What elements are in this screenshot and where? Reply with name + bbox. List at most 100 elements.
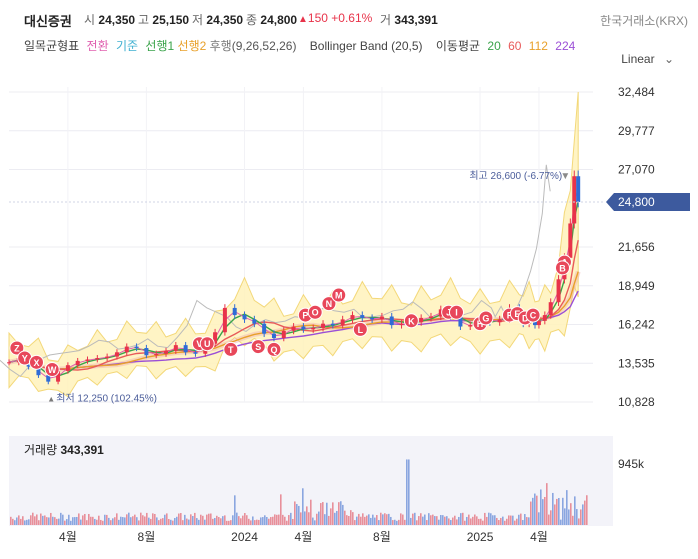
volume-bar: [142, 515, 144, 525]
volume-bar: [492, 515, 494, 525]
volume-bar: [376, 515, 378, 525]
volume-bar: [80, 519, 82, 525]
volume-bar: [180, 513, 182, 525]
ma-label[interactable]: 이동평균: [435, 39, 481, 53]
volume-bar: [26, 519, 28, 525]
candle: [183, 345, 188, 353]
volume-bar: [138, 520, 140, 525]
volume-bar: [210, 513, 212, 525]
candle: [173, 345, 178, 351]
volume-bar: [224, 515, 226, 525]
volume-bar: [90, 516, 92, 525]
volume-bar: [144, 516, 146, 525]
candle: [428, 316, 433, 318]
volume-bar: [124, 517, 126, 525]
volume-bar: [288, 515, 290, 525]
candle: [536, 320, 541, 326]
volume-bar: [244, 513, 246, 525]
marker-label: O: [312, 308, 319, 318]
marker-label: Z: [14, 344, 20, 354]
volume-bar: [282, 514, 284, 525]
volume-bar: [104, 514, 106, 525]
volume-bar: [504, 520, 506, 525]
chevron-down-icon: ⌄: [663, 52, 674, 66]
volume-bar: [538, 512, 540, 525]
volume-bar: [508, 515, 510, 525]
volume-bar: [250, 520, 252, 525]
volume-bar: [470, 518, 472, 525]
x-tick-label: 2024: [231, 530, 258, 544]
candle: [164, 350, 169, 354]
scale-toggle-button[interactable]: Linear ⌄: [621, 52, 674, 66]
volume-bar: [278, 514, 280, 525]
event-marker-k: K: [403, 313, 419, 329]
volume-bar: [14, 520, 16, 525]
kijun-legend: 기준: [115, 39, 139, 53]
volume-bar: [28, 519, 30, 525]
volume-bar: [340, 501, 342, 525]
volume-bar: [178, 513, 180, 525]
price-chart[interactable]: 32,484 29,777 27,070 21,656 18,949 16,242 13,5…: [0, 70, 698, 420]
marker-dot: [9, 340, 25, 356]
candle: [370, 317, 375, 320]
volume-bar: [326, 502, 328, 525]
volume-bar: [530, 501, 532, 525]
volume-bar: [286, 520, 288, 525]
x-tick-label: 8월: [373, 530, 391, 544]
volume-bar: [74, 517, 76, 525]
ichimoku-label[interactable]: 일목균형표: [24, 39, 80, 53]
volume-bar: [472, 516, 474, 525]
volume-bar: [298, 505, 300, 525]
volume-bar: [324, 514, 326, 525]
exchange-name: 한국거래소(KRX): [600, 14, 688, 28]
volume-bar: [34, 516, 36, 525]
event-marker-n: N: [321, 296, 337, 312]
volume-bar: [378, 520, 380, 525]
volume-bar: [570, 503, 572, 525]
candle: [572, 176, 577, 224]
candle: [542, 315, 547, 321]
volume-bar: [130, 517, 132, 525]
volume-bar: [426, 520, 428, 525]
high-annotation: 최고 26,600 (-6.77%): [469, 170, 562, 182]
marker-label: X: [33, 358, 39, 368]
volume-bar: [162, 518, 164, 525]
volume-bar: [92, 516, 94, 525]
volume-bar: [270, 517, 272, 525]
volume-bar: [294, 501, 296, 525]
volume-bar: [192, 516, 194, 525]
volume-bar: [12, 518, 14, 525]
candle: [7, 362, 11, 364]
volume-bar: [494, 515, 496, 525]
bollinger-legend[interactable]: Bollinger Band (20,5): [309, 39, 423, 53]
volume-bar: [248, 518, 250, 525]
marker-dot: [525, 307, 541, 323]
candle: [399, 323, 404, 326]
volume-bar: [232, 515, 234, 525]
volume-bar: [400, 513, 402, 525]
marker-label: G: [482, 313, 489, 323]
marker-dot: [478, 310, 494, 326]
candle: [46, 375, 51, 382]
volume-bar: [314, 520, 316, 525]
candle: [134, 346, 139, 349]
volume-bar: [466, 516, 468, 525]
marker-label: K: [408, 316, 415, 326]
volume-bar: [230, 520, 232, 525]
marker-dot: [250, 339, 266, 355]
volume-bar: [272, 516, 274, 525]
candle: [548, 302, 553, 316]
low-marker-icon: ▲: [47, 395, 55, 404]
candle: [340, 319, 345, 326]
volume-bar: [446, 516, 448, 525]
y-tick-label: 27,070: [618, 163, 655, 177]
volume-bar: [500, 517, 502, 525]
volume-bar: [284, 516, 286, 525]
volume-bar: [552, 492, 554, 525]
volume-bar: [328, 515, 330, 525]
candle: [232, 307, 237, 316]
volume-bar: [518, 514, 520, 525]
candle: [458, 316, 463, 327]
event-marker-t: T: [223, 341, 239, 357]
ichimoku-params: (9,26,52,26): [231, 39, 297, 53]
